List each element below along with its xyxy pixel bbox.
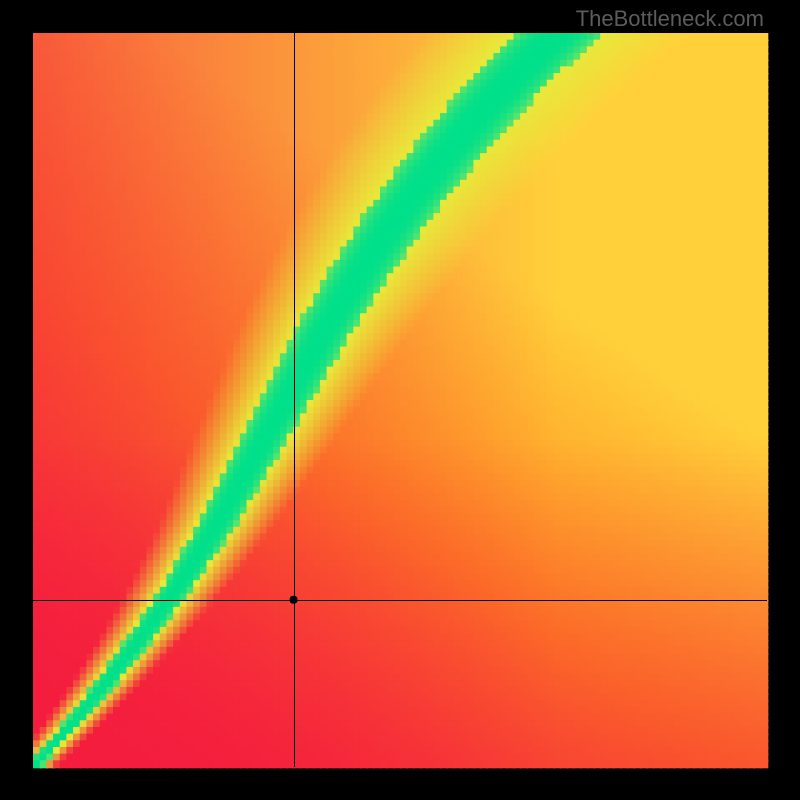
bottleneck-heatmap — [0, 0, 800, 800]
watermark-text: TheBottleneck.com — [576, 6, 764, 32]
chart-container: TheBottleneck.com — [0, 0, 800, 800]
